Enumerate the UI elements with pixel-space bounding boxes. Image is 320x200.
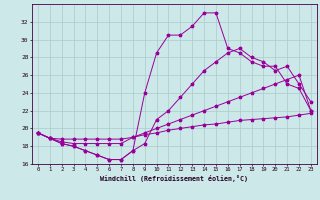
X-axis label: Windchill (Refroidissement éolien,°C): Windchill (Refroidissement éolien,°C) <box>100 175 248 182</box>
